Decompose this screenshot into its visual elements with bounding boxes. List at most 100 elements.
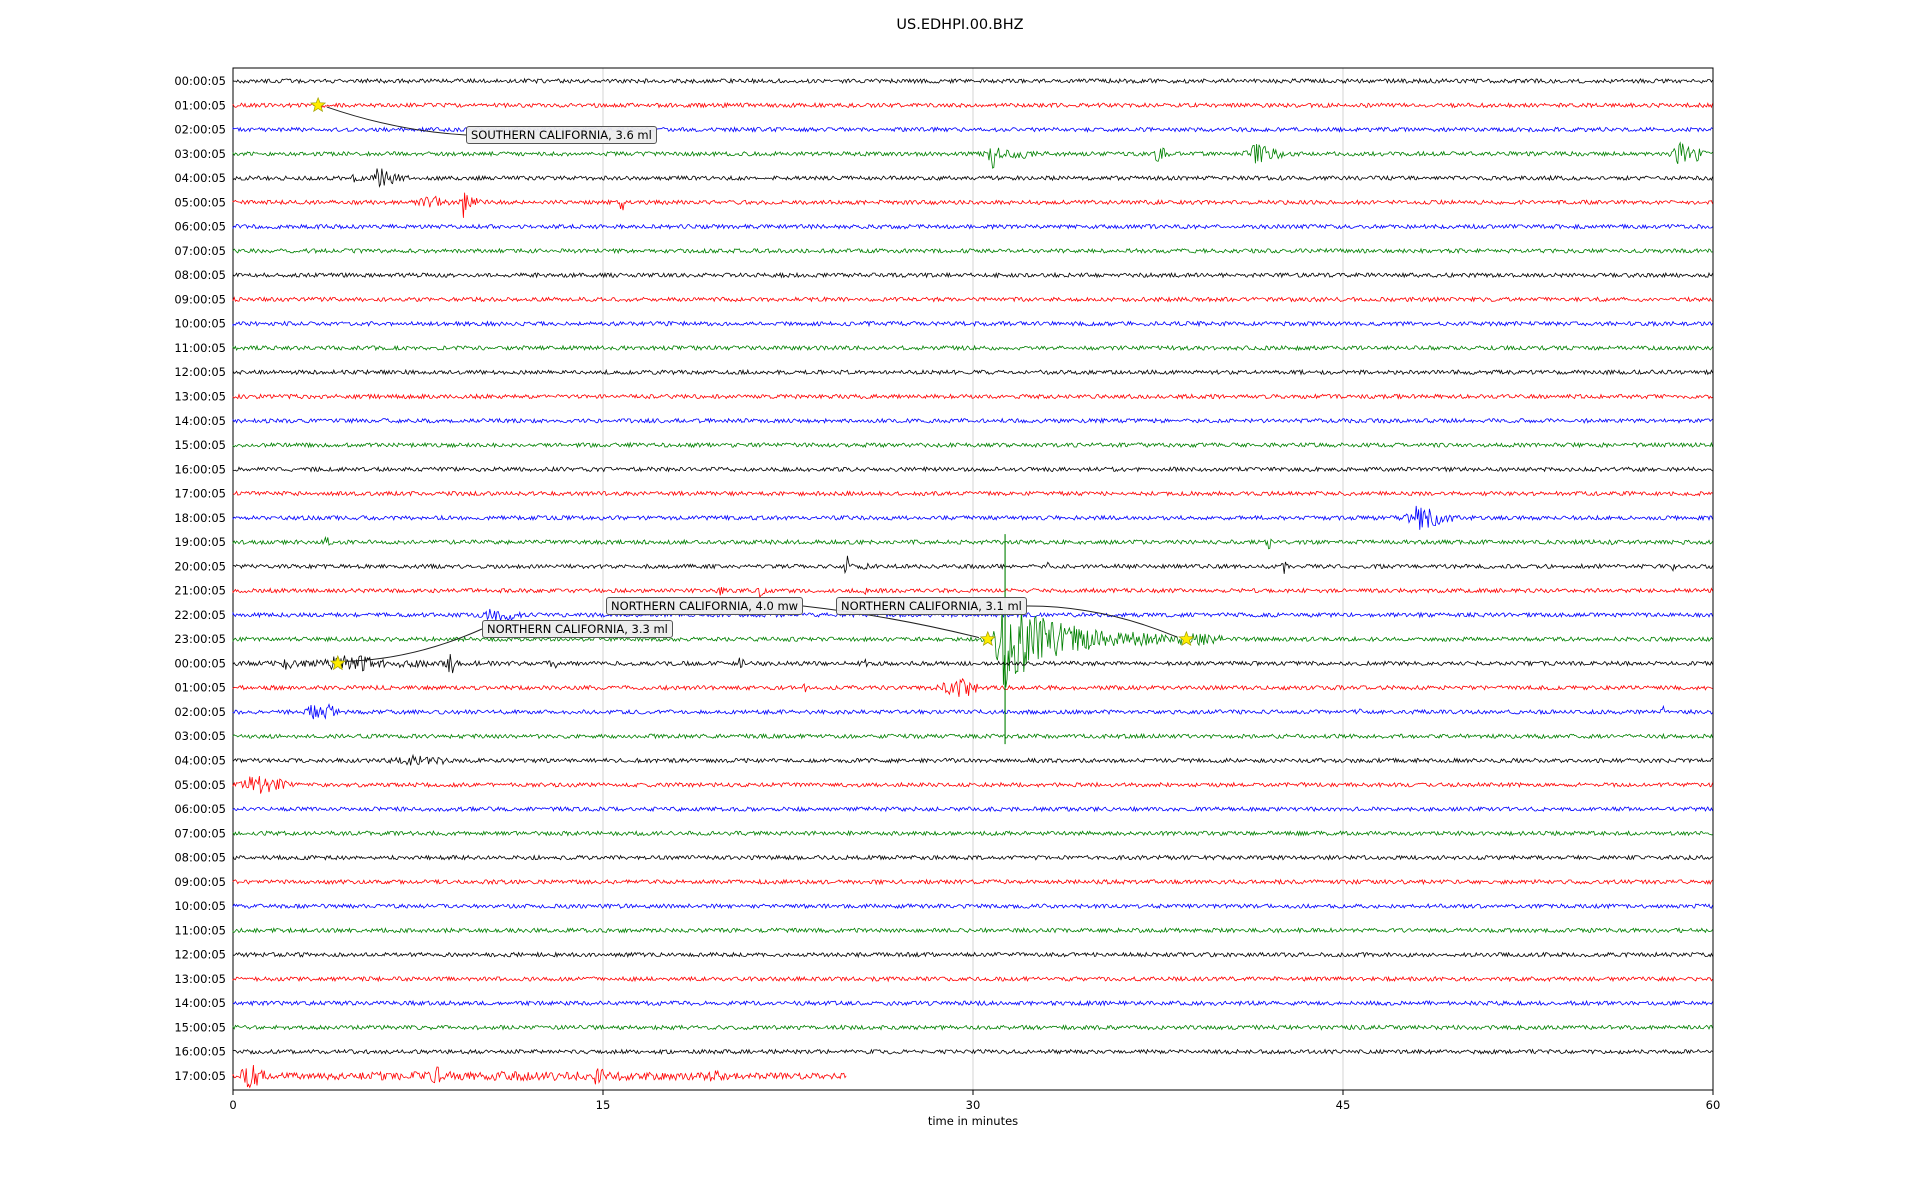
- row-time-label: 17:00:05: [174, 487, 226, 501]
- annotation-connector: [326, 106, 467, 136]
- row-time-label: 21:00:05: [174, 584, 226, 598]
- row-time-label: 08:00:05: [174, 268, 226, 282]
- annotation-connector: [346, 628, 483, 662]
- row-time-label: 09:00:05: [174, 875, 226, 889]
- trace-row-7: [232, 247, 1713, 255]
- annotation-connector: [1026, 605, 1178, 638]
- trace-row-18: [232, 505, 1713, 530]
- trace-row-10: [232, 320, 1713, 328]
- trace-row-20: [232, 555, 1713, 575]
- trace-row-26: [232, 703, 1713, 720]
- x-tick-label: 15: [596, 1098, 611, 1112]
- row-time-label: 00:00:05: [174, 656, 226, 670]
- trace-row-13: [232, 393, 1713, 400]
- row-time-label: 13:00:05: [174, 389, 226, 403]
- row-time-label: 06:00:05: [174, 802, 226, 816]
- trace-row-9: [232, 296, 1713, 303]
- trace-row-25: [232, 677, 1713, 697]
- trace-row-37: [232, 975, 1713, 983]
- row-time-label: 08:00:05: [174, 851, 226, 865]
- row-time-label: 15:00:05: [174, 1020, 226, 1034]
- trace-row-38: [232, 999, 1713, 1007]
- trace-row-23: [232, 605, 1713, 688]
- trace-row-17: [232, 490, 1713, 497]
- trace-row-0: [232, 77, 1713, 85]
- event-star-marker: [1178, 630, 1195, 646]
- event-annotation: NORTHERN CALIFORNIA, 3.1 ml: [836, 597, 1027, 615]
- trace-row-34: [232, 903, 1713, 910]
- trace-row-35: [232, 927, 1713, 934]
- x-tick-label: 30: [966, 1098, 981, 1112]
- trace-row-40: [232, 1048, 1713, 1055]
- event-star-marker: [979, 630, 996, 646]
- x-tick-label: 45: [1336, 1098, 1351, 1112]
- trace-row-4: [232, 168, 1713, 188]
- row-time-label: 13:00:05: [174, 972, 226, 986]
- row-time-label: 04:00:05: [174, 754, 226, 768]
- row-time-label: 22:00:05: [174, 608, 226, 622]
- row-time-label: 17:00:05: [174, 1069, 226, 1083]
- trace-row-15: [232, 441, 1713, 449]
- trace-row-29: [232, 775, 1713, 794]
- row-time-label: 01:00:05: [174, 681, 226, 695]
- event-star-marker: [329, 654, 346, 671]
- row-time-label: 02:00:05: [174, 123, 226, 137]
- row-time-label: 19:00:05: [174, 535, 226, 549]
- row-time-label: 14:00:05: [174, 996, 226, 1010]
- trace-row-33: [232, 878, 1713, 886]
- row-time-label: 14:00:05: [174, 414, 226, 428]
- trace-row-3: [232, 141, 1713, 169]
- row-time-label: 07:00:05: [174, 244, 226, 258]
- row-time-label: 23:00:05: [174, 632, 226, 646]
- x-tick-label: 60: [1706, 1098, 1721, 1112]
- row-time-label: 02:00:05: [174, 705, 226, 719]
- trace-row-36: [232, 951, 1713, 959]
- row-time-label: 10:00:05: [174, 899, 226, 913]
- trace-row-12: [232, 368, 1713, 376]
- plot-title: US.EDHPI.00.BHZ: [896, 17, 1024, 33]
- row-time-label: 12:00:05: [174, 948, 226, 962]
- row-time-label: 03:00:05: [174, 729, 226, 743]
- row-time-label: 11:00:05: [174, 923, 226, 937]
- row-time-label: 04:00:05: [174, 171, 226, 185]
- trace-row-39: [232, 1024, 1713, 1031]
- trace-row-16: [232, 465, 1713, 473]
- trace-row-8: [232, 271, 1713, 279]
- event-star-marker: [310, 96, 327, 113]
- row-time-label: 05:00:05: [174, 778, 226, 792]
- event-annotation: SOUTHERN CALIFORNIA, 3.6 ml: [466, 126, 657, 144]
- trace-row-11: [232, 344, 1713, 352]
- trace-row-31: [232, 829, 1713, 837]
- trace-row-30: [232, 805, 1713, 813]
- trace-row-5: [232, 192, 1713, 218]
- trace-row-19: [232, 535, 1713, 550]
- row-time-label: 07:00:05: [174, 826, 226, 840]
- trace-row-21: [232, 586, 1713, 599]
- row-time-label: 03:00:05: [174, 147, 226, 161]
- row-time-label: 18:00:05: [174, 511, 226, 525]
- trace-row-41: [232, 1064, 847, 1089]
- trace-row-14: [232, 417, 1713, 424]
- x-tick-label: 0: [229, 1098, 236, 1112]
- row-time-label: 15:00:05: [174, 438, 226, 452]
- event-annotation: NORTHERN CALIFORNIA, 3.3 ml: [482, 620, 673, 638]
- annotation-connector: [802, 605, 980, 639]
- x-axis-label: time in minutes: [927, 1114, 1019, 1128]
- row-time-label: 09:00:05: [174, 292, 226, 306]
- trace-row-1: [232, 101, 1713, 109]
- trace-row-6: [232, 223, 1713, 230]
- row-time-label: 16:00:05: [174, 462, 226, 476]
- trace-row-28: [232, 753, 1713, 766]
- row-time-label: 20:00:05: [174, 559, 226, 573]
- trace-row-32: [232, 854, 1713, 861]
- row-time-label: 10:00:05: [174, 317, 226, 331]
- row-time-label: 01:00:05: [174, 98, 226, 112]
- row-time-label: 05:00:05: [174, 195, 226, 209]
- row-time-label: 16:00:05: [174, 1045, 226, 1059]
- row-time-label: 06:00:05: [174, 220, 226, 234]
- row-time-label: 00:00:05: [174, 74, 226, 88]
- trace-row-27: [232, 732, 1713, 740]
- row-time-label: 12:00:05: [174, 365, 226, 379]
